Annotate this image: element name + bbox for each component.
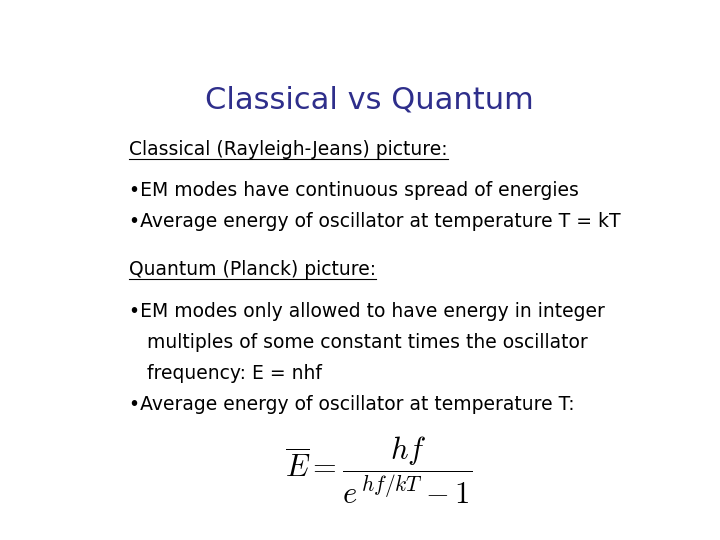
Text: frequency: E = nhf: frequency: E = nhf	[129, 364, 322, 383]
Text: •Average energy of oscillator at temperature T:: •Average energy of oscillator at tempera…	[129, 395, 575, 414]
Text: Quantum (Planck) picture:: Quantum (Planck) picture:	[129, 260, 376, 279]
Text: •EM modes only allowed to have energy in integer: •EM modes only allowed to have energy in…	[129, 302, 605, 321]
Text: •EM modes have continuous spread of energies: •EM modes have continuous spread of ener…	[129, 181, 579, 200]
Text: Classical (Rayleigh-Jeans) picture:: Classical (Rayleigh-Jeans) picture:	[129, 140, 448, 159]
Text: Classical vs Quantum: Classical vs Quantum	[204, 85, 534, 114]
Text: $\overline{E} = \dfrac{hf}{e^{\,hf/kT} - 1}$: $\overline{E} = \dfrac{hf}{e^{\,hf/kT} -…	[285, 435, 472, 506]
Text: •Average energy of oscillator at temperature T = kT: •Average energy of oscillator at tempera…	[129, 212, 621, 232]
Text: multiples of some constant times the oscillator: multiples of some constant times the osc…	[129, 333, 588, 352]
